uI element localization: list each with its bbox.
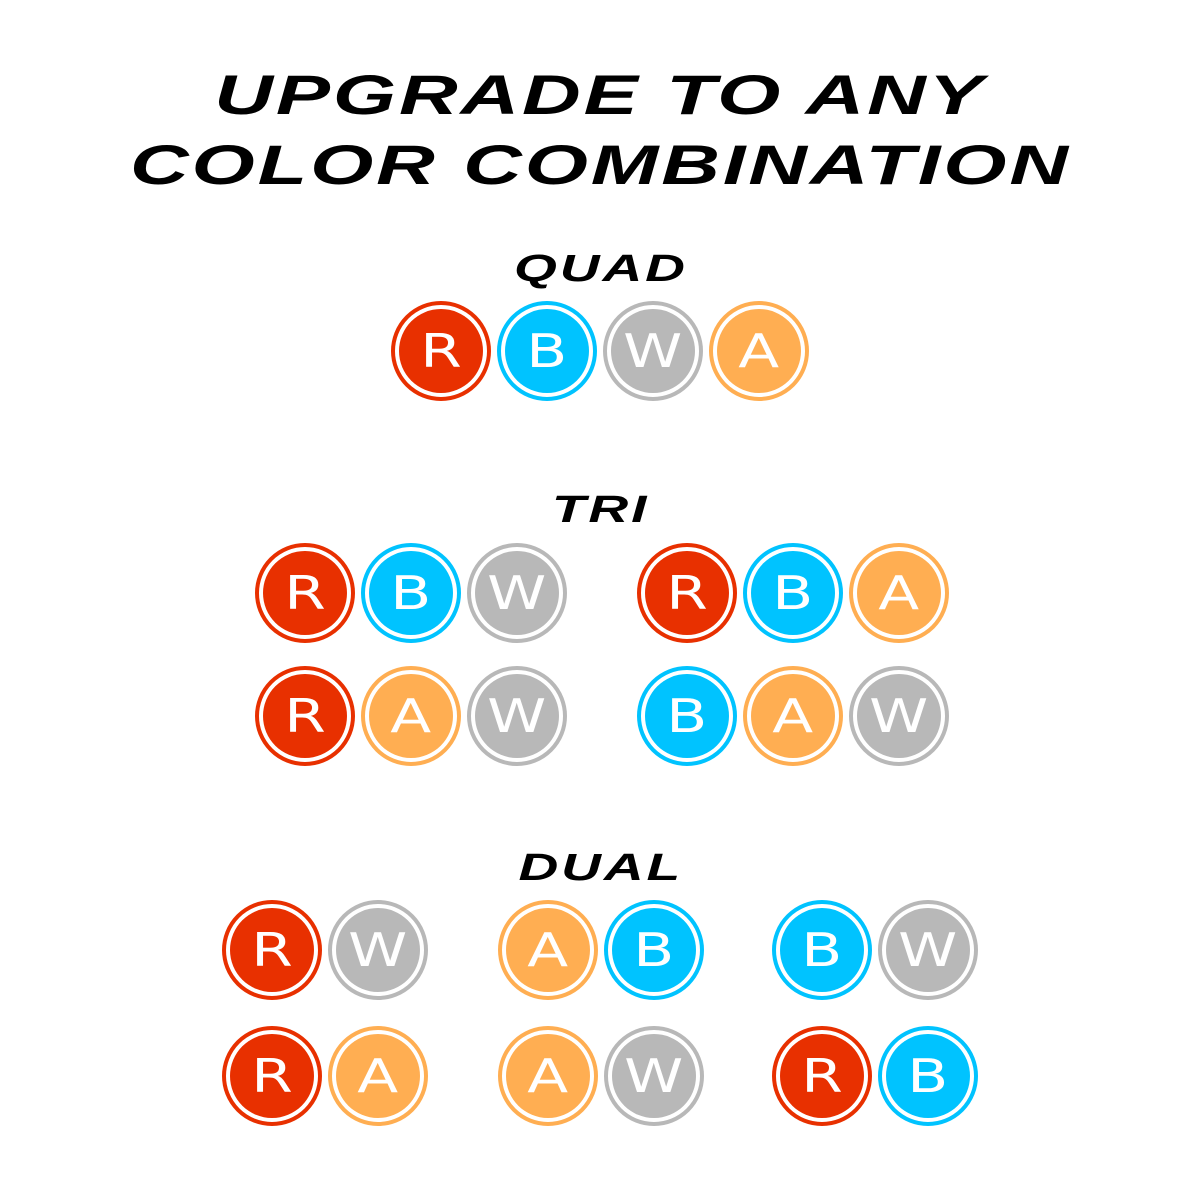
color-circle-blue: B [637,666,737,766]
color-circle-fill: A [717,309,801,393]
color-circle-blue: B [772,900,872,1000]
color-circle-fill: W [886,908,970,992]
color-circle-fill: W [336,908,420,992]
heading-line-1: UPGRADE TO ANY [0,62,1201,127]
color-circle-fill: R [780,1034,864,1118]
color-circle-blue: B [743,543,843,643]
color-circle-white: W [604,1026,704,1126]
color-circle-fill: A [857,551,941,635]
color-circle-fill: R [263,551,347,635]
color-circle-fill: R [230,908,314,992]
section-label-text: QUAD [513,248,688,290]
color-letter: R [666,566,708,620]
color-circle-fill: A [336,1034,420,1118]
color-circle-red: R [637,543,737,643]
color-circle-white: W [467,666,567,766]
color-letter: R [801,1049,843,1103]
color-circle-amber: A [498,1026,598,1126]
color-letter: A [772,689,814,743]
color-letter: B [666,689,708,743]
color-circle-red: R [255,666,355,766]
color-letter: W [487,566,547,620]
color-circle-fill: B [645,674,729,758]
color-circle-amber: A [498,900,598,1000]
color-letter: A [357,1049,399,1103]
color-circle-fill: B [612,908,696,992]
color-letter: W [898,923,958,977]
color-circle-blue: B [361,543,461,643]
color-letter: W [348,923,408,977]
color-circle-blue: B [878,1026,978,1126]
color-letter: R [420,324,462,378]
color-circle-red: R [772,1026,872,1126]
color-letter: B [526,324,568,378]
color-circle-red: R [222,1026,322,1126]
color-circle-fill: W [857,674,941,758]
color-circle-fill: R [263,674,347,758]
color-circle-fill: B [369,551,453,635]
section-label-text: DUAL [518,847,683,889]
color-circle-fill: R [399,309,483,393]
color-circle-fill: A [751,674,835,758]
color-circle-fill: W [475,551,559,635]
color-letter: B [772,566,814,620]
color-letter: A [390,689,432,743]
color-circle-fill: B [886,1034,970,1118]
color-letter: R [251,923,293,977]
color-circle-fill: A [506,1034,590,1118]
color-circle-red: R [255,543,355,643]
color-circle-blue: B [604,900,704,1000]
color-circle-white: W [849,666,949,766]
heading-line-2: COLOR COMBINATION [0,132,1201,197]
color-circle-fill: R [645,551,729,635]
color-circle-fill: A [369,674,453,758]
color-circle-white: W [328,900,428,1000]
color-letter: W [623,324,683,378]
color-letter: B [801,923,843,977]
color-circle-amber: A [361,666,461,766]
color-circle-amber: A [743,666,843,766]
section-label-tri: TRI [0,489,1201,532]
color-circle-fill: W [475,674,559,758]
color-circle-red: R [391,301,491,401]
color-circle-white: W [878,900,978,1000]
color-letter: A [527,1049,569,1103]
color-letter: B [390,566,432,620]
color-circle-amber: A [709,301,809,401]
color-letter: A [878,566,920,620]
color-letter: W [487,689,547,743]
color-letter: W [869,689,929,743]
section-label-quad: QUAD [0,248,1201,291]
color-circle-amber: A [849,543,949,643]
color-letter: R [284,689,326,743]
color-letter: R [284,566,326,620]
color-letter: B [633,923,675,977]
heading-line-1-text: UPGRADE TO ANY [214,63,987,126]
section-label-text: TRI [551,489,650,531]
color-circle-fill: B [780,908,864,992]
heading-line-2-text: COLOR COMBINATION [130,133,1071,196]
color-letter: A [527,923,569,977]
color-circle-red: R [222,900,322,1000]
color-letter: A [738,324,780,378]
color-letter: R [251,1049,293,1103]
color-circle-amber: A [328,1026,428,1126]
color-letter: B [907,1049,949,1103]
color-circle-fill: B [751,551,835,635]
color-circle-fill: W [611,309,695,393]
color-circle-white: W [467,543,567,643]
color-circle-blue: B [497,301,597,401]
color-circle-fill: B [505,309,589,393]
color-circle-fill: A [506,908,590,992]
color-circle-fill: W [612,1034,696,1118]
color-letter: W [624,1049,684,1103]
section-label-dual: DUAL [0,847,1201,890]
color-circle-fill: R [230,1034,314,1118]
color-circle-white: W [603,301,703,401]
